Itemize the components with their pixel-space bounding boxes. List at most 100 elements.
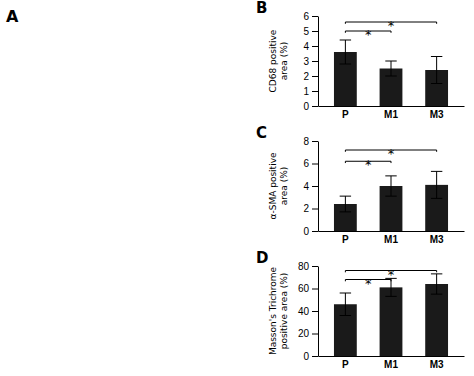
y-tick: 80	[298, 261, 318, 272]
y-tick-mark	[312, 289, 318, 290]
error-bar	[340, 196, 351, 212]
y-tick-label: 2	[303, 71, 309, 82]
x-tick: P	[342, 234, 349, 245]
significance-label: *	[365, 27, 372, 42]
panel-title: A	[6, 7, 19, 26]
y-axis: 0 20 40 60 80	[298, 261, 319, 362]
significance-label: *	[365, 276, 372, 291]
significance-label: *	[365, 157, 372, 172]
x-tick-label: P	[342, 109, 349, 120]
x-tick: P	[342, 359, 349, 370]
chart: A 0 1 2 3 4 5 6 P M1 M3 * * CD68 positivearea (%)B 0 2 4…	[0, 0, 474, 376]
bar	[380, 287, 403, 356]
x-tick: M1	[384, 109, 398, 120]
y-tick: 1	[303, 86, 318, 97]
x-axis-line	[319, 356, 465, 357]
x-tick: M3	[430, 359, 444, 370]
error-bar	[431, 171, 442, 198]
y-tick-mark	[312, 76, 318, 77]
x-tick-label: M3	[430, 359, 444, 370]
y-tick: 4	[303, 181, 318, 192]
y-tick-label: 0	[303, 351, 309, 362]
y-tick: 3	[303, 56, 318, 67]
y-tick-mark	[312, 334, 318, 335]
x-tick-label: M1	[384, 234, 398, 245]
x-tick-label: M1	[384, 109, 398, 120]
y-tick: 0	[303, 226, 318, 237]
x-tick-label: M3	[430, 109, 444, 120]
y-tick-label: 6	[303, 158, 309, 169]
y-tick-label: 2	[303, 203, 309, 214]
y-tick-label: 0	[303, 226, 309, 237]
y-tick-mark	[312, 61, 318, 62]
y-tick-mark	[312, 16, 318, 17]
y-tick-label: 1	[303, 86, 309, 97]
y-tick: 0	[303, 351, 318, 362]
x-tick-label: M1	[384, 359, 398, 370]
x-axis: P M1 M3	[319, 107, 465, 121]
y-tick: 0	[303, 101, 318, 112]
error-bar	[340, 40, 351, 64]
x-tick: M3	[430, 234, 444, 245]
error-bar	[431, 274, 442, 294]
error-bar	[385, 61, 396, 76]
significance-label: *	[388, 18, 395, 33]
panel: 0 1 2 3 4 5 6 P M1 M3 * *	[303, 11, 464, 120]
y-tick: 6	[303, 11, 318, 22]
y-tick-mark	[312, 186, 318, 187]
y-tick-mark	[312, 311, 318, 312]
y-tick-label: 60	[298, 283, 310, 294]
y-tick-label: 8	[303, 136, 309, 147]
x-tick: P	[342, 109, 349, 120]
y-tick-mark	[312, 209, 318, 210]
x-tick-label: M3	[430, 234, 444, 245]
bar	[425, 284, 448, 356]
y-tick-mark	[312, 31, 318, 32]
y-tick: 60	[298, 283, 318, 294]
y-tick-mark	[312, 91, 318, 92]
y-tick-mark	[312, 356, 318, 357]
y-axis-line	[318, 17, 319, 107]
y-tick-mark	[312, 141, 318, 142]
error-bar	[385, 176, 396, 196]
x-axis-line	[319, 231, 465, 232]
x-axis-line	[319, 106, 465, 107]
panel-title: C	[256, 124, 267, 142]
y-tick: 5	[303, 26, 318, 37]
y-tick: 8	[303, 136, 318, 147]
plot-area	[334, 171, 448, 231]
x-axis: P M1 M3	[319, 357, 465, 371]
panel: 0 20 40 60 80 P M1 M3 * *	[298, 261, 465, 370]
y-tick-mark	[312, 106, 318, 107]
y-axis-title: Masson's Trichromepositive area (%)	[268, 266, 289, 355]
error-bar	[340, 293, 351, 316]
panel: 0 2 4 6 8 P M1 M3 * *	[303, 136, 464, 245]
y-tick-mark	[312, 164, 318, 165]
x-tick-label: P	[342, 234, 349, 245]
plot-area	[334, 40, 448, 106]
y-tick: 40	[298, 306, 318, 317]
error-bar	[431, 57, 442, 84]
x-tick: M1	[384, 359, 398, 370]
significance-label: *	[388, 267, 395, 282]
y-tick-label: 20	[298, 328, 310, 339]
y-tick-label: 80	[298, 261, 310, 272]
y-tick: 20	[298, 328, 318, 339]
panel-title: B	[256, 0, 267, 17]
panel-title: D	[256, 249, 268, 267]
y-tick-mark	[312, 231, 318, 232]
y-tick-label: 5	[303, 26, 309, 37]
significance-label: *	[388, 146, 395, 161]
y-tick-label: 4	[303, 181, 309, 192]
y-axis-line	[318, 142, 319, 232]
y-tick: 4	[303, 41, 318, 52]
y-tick-label: 3	[303, 56, 309, 67]
y-axis-title: CD68 positivearea (%)	[268, 29, 289, 92]
x-tick: M1	[384, 234, 398, 245]
y-tick: 6	[303, 158, 318, 169]
y-axis-title: α-SMA positivearea (%)	[268, 152, 289, 219]
plot-area	[334, 274, 448, 356]
y-tick-label: 40	[298, 306, 310, 317]
y-tick-label: 6	[303, 11, 309, 22]
y-tick: 2	[303, 203, 318, 214]
